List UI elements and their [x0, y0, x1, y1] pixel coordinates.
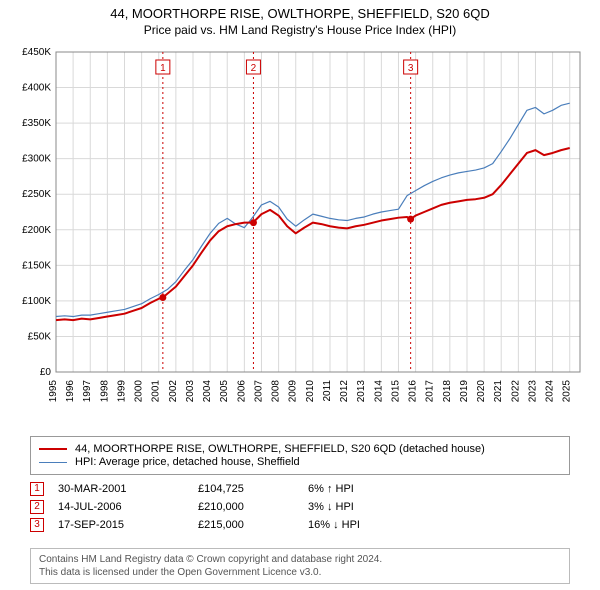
table-row: 3 17-SEP-2015 £215,000 16% ↓ HPI — [30, 518, 428, 532]
legend-label-hpi: HPI: Average price, detached house, Shef… — [75, 456, 300, 468]
svg-text:£250K: £250K — [22, 189, 51, 200]
legend-box: 44, MOORTHORPE RISE, OWLTHORPE, SHEFFIEL… — [30, 436, 570, 475]
svg-text:£400K: £400K — [22, 83, 51, 94]
marker-badge-2: 2 — [30, 500, 44, 514]
transaction-table: 1 30-MAR-2001 £104,725 6% ↑ HPI 2 14-JUL… — [30, 478, 428, 536]
chart-title-address: 44, MOORTHORPE RISE, OWLTHORPE, SHEFFIEL… — [0, 6, 600, 21]
svg-text:1996: 1996 — [65, 380, 76, 403]
table-row: 1 30-MAR-2001 £104,725 6% ↑ HPI — [30, 482, 428, 496]
svg-text:2023: 2023 — [527, 380, 538, 403]
tx-date: 30-MAR-2001 — [58, 483, 198, 495]
legend-row-hpi: HPI: Average price, detached house, Shef… — [39, 456, 561, 468]
svg-text:2007: 2007 — [253, 380, 264, 403]
svg-text:£300K: £300K — [22, 154, 51, 165]
tx-price: £215,000 — [198, 519, 308, 531]
svg-text:2021: 2021 — [493, 380, 504, 403]
svg-text:2011: 2011 — [322, 380, 333, 402]
svg-text:2: 2 — [251, 63, 257, 74]
svg-text:1998: 1998 — [99, 380, 110, 403]
svg-text:2001: 2001 — [151, 380, 162, 403]
svg-text:2013: 2013 — [356, 380, 367, 403]
legend-label-property: 44, MOORTHORPE RISE, OWLTHORPE, SHEFFIEL… — [75, 443, 485, 455]
marker-badge-1: 1 — [30, 482, 44, 496]
svg-text:2017: 2017 — [425, 380, 436, 403]
svg-text:2019: 2019 — [459, 380, 470, 403]
svg-text:£200K: £200K — [22, 225, 51, 236]
tx-hpi: 6% ↑ HPI — [308, 483, 428, 495]
tx-date: 17-SEP-2015 — [58, 519, 198, 531]
tx-date: 14-JUL-2006 — [58, 501, 198, 513]
svg-text:2008: 2008 — [271, 380, 282, 403]
tx-hpi: 16% ↓ HPI — [308, 519, 428, 531]
svg-text:£150K: £150K — [22, 260, 51, 271]
footer-line1: Contains HM Land Registry data © Crown c… — [39, 553, 561, 566]
tx-price: £104,725 — [198, 483, 308, 495]
chart-title-subtitle: Price paid vs. HM Land Registry's House … — [0, 23, 600, 37]
svg-text:2004: 2004 — [202, 380, 213, 403]
svg-text:1: 1 — [160, 63, 166, 74]
svg-text:2009: 2009 — [288, 380, 299, 403]
svg-text:£100K: £100K — [22, 296, 51, 307]
svg-text:2016: 2016 — [408, 380, 419, 403]
svg-text:2015: 2015 — [390, 380, 401, 403]
chart-area: £0 £50K £100K £150K £200K £250K £300K £350K £400… — [10, 46, 590, 426]
svg-text:2018: 2018 — [442, 380, 453, 403]
tx-price: £210,000 — [198, 501, 308, 513]
svg-text:£50K: £50K — [28, 331, 52, 342]
svg-text:2022: 2022 — [510, 380, 521, 403]
marker-badge-3: 3 — [30, 518, 44, 532]
svg-text:2024: 2024 — [545, 380, 556, 403]
legend-swatch-property — [39, 448, 67, 450]
svg-text:2005: 2005 — [219, 380, 230, 403]
legend-row-property: 44, MOORTHORPE RISE, OWLTHORPE, SHEFFIEL… — [39, 443, 561, 455]
footer-line2: This data is licensed under the Open Gov… — [39, 566, 561, 579]
svg-text:2012: 2012 — [339, 380, 350, 403]
svg-text:2003: 2003 — [185, 380, 196, 403]
tx-hpi: 3% ↓ HPI — [308, 501, 428, 513]
svg-text:1995: 1995 — [48, 380, 59, 403]
svg-text:2010: 2010 — [305, 380, 316, 403]
svg-text:£450K: £450K — [22, 47, 51, 58]
svg-text:1997: 1997 — [82, 380, 93, 403]
legend-swatch-hpi — [39, 462, 67, 463]
svg-text:3: 3 — [408, 63, 414, 74]
table-row: 2 14-JUL-2006 £210,000 3% ↓ HPI — [30, 500, 428, 514]
svg-text:£0: £0 — [40, 367, 52, 378]
footer-attribution: Contains HM Land Registry data © Crown c… — [30, 548, 570, 584]
svg-text:2002: 2002 — [168, 380, 179, 403]
svg-text:2006: 2006 — [236, 380, 247, 403]
svg-text:1999: 1999 — [116, 380, 127, 403]
chart-title-block: 44, MOORTHORPE RISE, OWLTHORPE, SHEFFIEL… — [0, 0, 600, 37]
svg-text:2025: 2025 — [562, 380, 573, 403]
svg-text:2000: 2000 — [134, 380, 145, 403]
svg-text:2014: 2014 — [373, 380, 384, 403]
svg-text:£350K: £350K — [22, 118, 51, 129]
svg-text:2020: 2020 — [476, 380, 487, 403]
price-chart-svg: £0 £50K £100K £150K £200K £250K £300K £350K £400… — [10, 46, 590, 426]
